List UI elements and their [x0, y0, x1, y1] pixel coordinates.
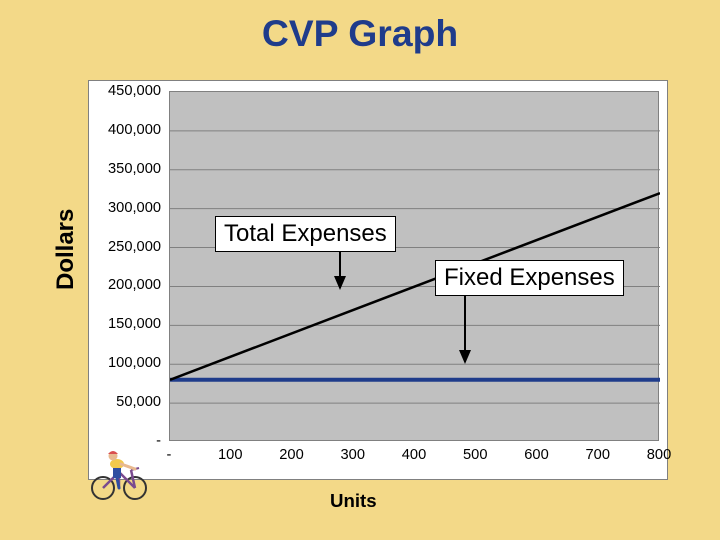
x-tick-label: 100: [210, 447, 250, 463]
fixed-expenses-callout: Fixed Expenses: [435, 260, 624, 296]
y-tick-label: 250,000: [89, 239, 161, 255]
y-tick-label: 200,000: [89, 277, 161, 293]
x-tick-label: 400: [394, 447, 434, 463]
x-tick-label: 700: [578, 447, 618, 463]
x-axis-label: Units: [330, 490, 377, 512]
total-expenses-callout: Total Expenses: [215, 216, 396, 252]
x-tick-label: 200: [272, 447, 312, 463]
y-tick-label: 300,000: [89, 200, 161, 216]
y-tick-label: 450,000: [89, 83, 161, 99]
x-tick-label: 800: [639, 447, 679, 463]
cyclist-icon: [85, 440, 155, 500]
x-tick-label: 600: [517, 447, 557, 463]
y-tick-label: 350,000: [89, 161, 161, 177]
y-tick-label: 150,000: [89, 316, 161, 332]
y-tick-label: 100,000: [89, 355, 161, 371]
page-title: CVP Graph: [0, 12, 720, 55]
y-tick-label: 400,000: [89, 122, 161, 138]
slide: CVP Graph Dollars - 50,000 100,000 150,000 2…: [0, 0, 720, 540]
x-tick-label: 500: [455, 447, 495, 463]
y-axis-label: Dollars: [52, 209, 80, 290]
x-tick-label: -: [149, 447, 189, 463]
y-tick-label: 50,000: [89, 394, 161, 410]
x-tick-label: 300: [333, 447, 373, 463]
